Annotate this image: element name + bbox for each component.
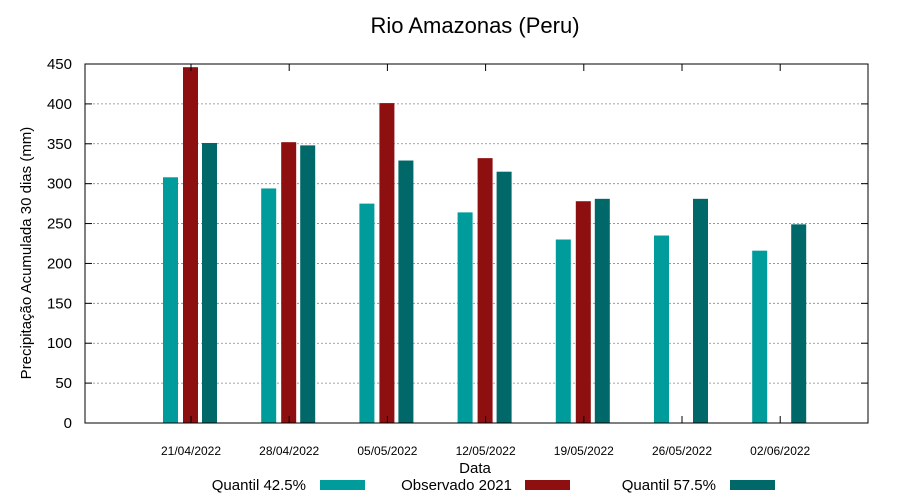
x-axis-ticks: 21/04/2022 28/04/2022 05/05/2022 12/05/2022…	[161, 64, 811, 458]
x-tick-label: 02/06/2022	[750, 444, 810, 458]
legend-swatch-3	[730, 480, 775, 490]
bar-1-1	[163, 177, 178, 423]
y-axis-label: Precipitação Acumulada 30 dias (mm)	[18, 127, 35, 380]
y-tick-label: 400	[47, 96, 72, 113]
legend-swatch-1	[320, 480, 365, 490]
y-tick-label: 150	[47, 295, 72, 312]
legend-label-1: Quantil 42.5%	[212, 477, 306, 494]
x-tick-label: 26/05/2022	[652, 444, 712, 458]
x-tick-label: 21/04/2022	[161, 444, 221, 458]
chart-title: Rio Amazonas (Peru)	[370, 13, 579, 38]
bar-3-1	[202, 142, 217, 424]
bar-1-7	[752, 250, 768, 423]
x-tick-label: 28/04/2022	[259, 444, 319, 458]
bar-2-2	[281, 142, 297, 423]
x-tick-label: 05/05/2022	[357, 444, 417, 458]
bar-3-6	[693, 198, 708, 423]
bar-1-6	[654, 235, 669, 423]
y-tick-label: 200	[47, 255, 72, 272]
y-tick-label: 50	[55, 375, 72, 392]
bar-1-4	[457, 212, 473, 423]
bar-1-3	[359, 203, 375, 423]
bar-2-3	[379, 103, 395, 423]
legend: Quantil 42.5% Observado 2021 Quantil 57.5%	[212, 477, 775, 494]
y-tick-label: 100	[47, 335, 72, 352]
y-tick-label: 0	[64, 415, 72, 432]
x-axis-label: Data	[459, 460, 491, 477]
plot-frame	[84, 63, 869, 424]
bar-1-2	[261, 188, 277, 423]
bar-3-2	[300, 145, 316, 423]
x-tick-label: 19/05/2022	[554, 444, 614, 458]
gridlines	[85, 103, 868, 384]
bar-3-7	[791, 224, 807, 423]
x-tick-label: 12/05/2022	[456, 444, 516, 458]
bars	[163, 67, 807, 424]
bar-1-5	[555, 239, 571, 423]
bar-2-5	[575, 201, 591, 423]
y-tick-label: 250	[47, 216, 72, 233]
y-tick-label: 450	[47, 56, 72, 73]
bar-2-4	[477, 158, 493, 424]
bar-3-5	[594, 198, 610, 423]
y-tick-label: 350	[47, 136, 72, 153]
bar-2-1	[183, 67, 198, 424]
bar-3-4	[496, 171, 512, 423]
y-axis-ticks: 0 50 100 150 200 250 300 350 400 450	[47, 56, 868, 432]
legend-label-2: Observado 2021	[401, 477, 512, 494]
legend-swatch-2	[525, 480, 570, 490]
legend-label-3: Quantil 57.5%	[622, 477, 716, 494]
bar-3-3	[398, 160, 414, 423]
y-tick-label: 300	[47, 176, 72, 193]
